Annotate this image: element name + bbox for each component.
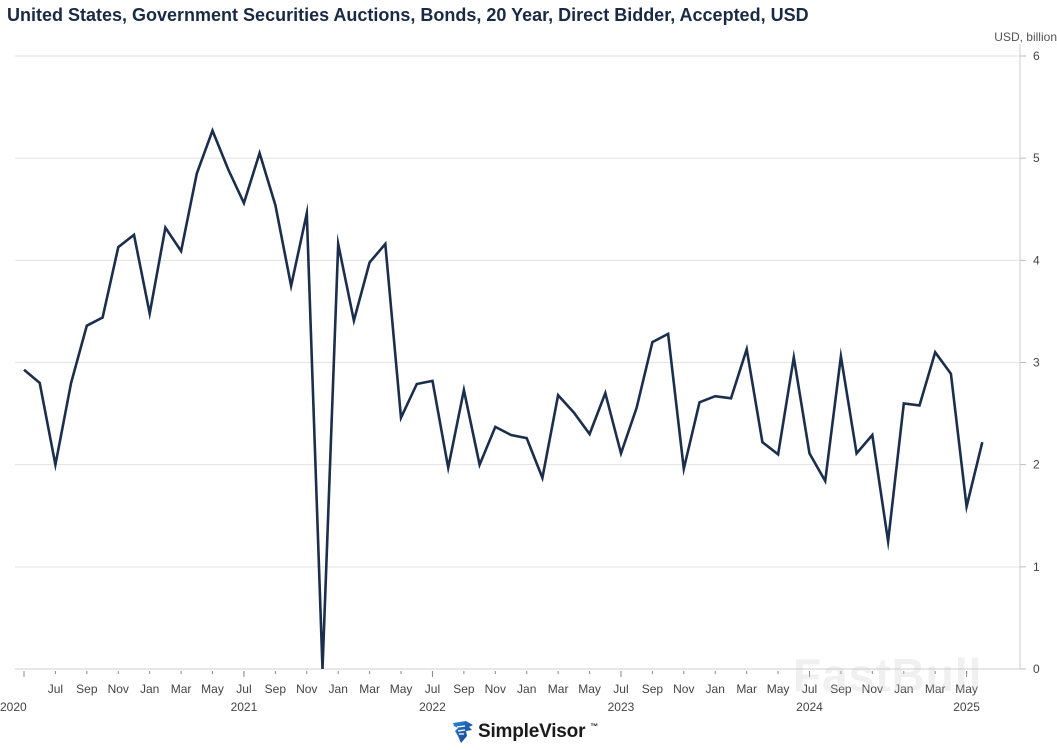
x-tick-label: Nov <box>296 682 317 696</box>
x-tick-label: Sep <box>830 682 852 696</box>
x-tick-label: Jan <box>140 682 159 696</box>
x-tick-label: Nov <box>485 682 506 696</box>
y-tick-label: 0 <box>1033 662 1040 676</box>
y-tick-label: 1 <box>1033 560 1040 574</box>
x-tick-label: May <box>390 682 413 696</box>
y-tick-label: 5 <box>1033 151 1040 165</box>
x-year-label: 2024 <box>796 700 823 714</box>
x-tick-label: Nov <box>108 682 129 696</box>
x-tick-label: May <box>767 682 790 696</box>
x-tick-label: Sep <box>76 682 98 696</box>
x-tick-label: Jul <box>48 682 63 696</box>
x-tick-label: Jan <box>894 682 913 696</box>
x-year-label: 2025 <box>953 700 980 714</box>
series-line <box>23 126 984 670</box>
chart-title: United States, Government Securities Auc… <box>7 5 809 25</box>
x-year-label: 2022 <box>419 700 446 714</box>
x-year-label: 2023 <box>608 700 635 714</box>
y-axis: 0 1 2 3 4 5 6 <box>1019 44 1040 676</box>
x-tick-label: Jan <box>517 682 536 696</box>
x-tick-label: Nov <box>673 682 694 696</box>
x-tick-label: Jul <box>613 682 628 696</box>
logo-trademark: ™ <box>590 721 599 731</box>
x-tick-label: Mar <box>548 682 569 696</box>
x-tick-label: Mar <box>925 682 946 696</box>
eagle-logo-icon <box>453 721 473 743</box>
x-year-label: 2020 <box>0 700 27 714</box>
x-year-label: 2021 <box>231 700 258 714</box>
y-axis-unit-label: USD, billion <box>994 30 1057 44</box>
y-tick-label: 2 <box>1033 458 1040 472</box>
series-group <box>23 126 984 670</box>
x-tick-label: Jul <box>802 682 817 696</box>
x-tick-label: Sep <box>642 682 664 696</box>
x-tick-label: Jan <box>706 682 725 696</box>
y-tick-label: 6 <box>1033 49 1040 63</box>
x-axis: Jul Sep Nov Jan Mar May Jul Sep Nov Jan Mar May Jul S… <box>0 671 980 714</box>
x-tick-label: Nov <box>862 682 883 696</box>
gridlines <box>15 55 1020 670</box>
x-tick-label: Sep <box>453 682 475 696</box>
x-tick-label: Jul <box>236 682 251 696</box>
x-tick-label: Mar <box>736 682 757 696</box>
simplevisor-logo: SimpleVisor ™ <box>452 719 598 745</box>
y-tick-label: 4 <box>1033 253 1040 267</box>
y-tick-label: 3 <box>1033 356 1040 370</box>
x-tick-label: May <box>578 682 601 696</box>
x-tick-label: Mar <box>171 682 192 696</box>
logo-text: SimpleVisor <box>478 721 586 742</box>
x-tick-label: May <box>955 682 978 696</box>
x-tick-label: Mar <box>359 682 380 696</box>
watermark: FastBull <box>793 649 983 701</box>
x-tick-label: Jan <box>329 682 348 696</box>
x-tick-label: Jul <box>425 682 440 696</box>
x-tick-label: Sep <box>265 682 287 696</box>
x-tick-label: May <box>201 682 224 696</box>
